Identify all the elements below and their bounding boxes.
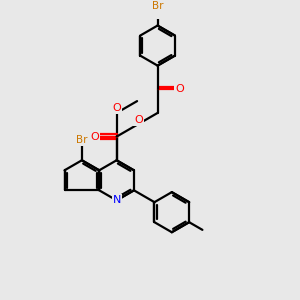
Text: O: O [88,132,97,142]
Text: O: O [90,132,99,142]
Text: O: O [134,115,143,125]
Text: Br: Br [76,135,88,145]
Text: O: O [112,103,121,113]
Text: N: N [112,195,121,206]
Text: O: O [175,84,184,94]
Text: Br: Br [152,1,163,10]
